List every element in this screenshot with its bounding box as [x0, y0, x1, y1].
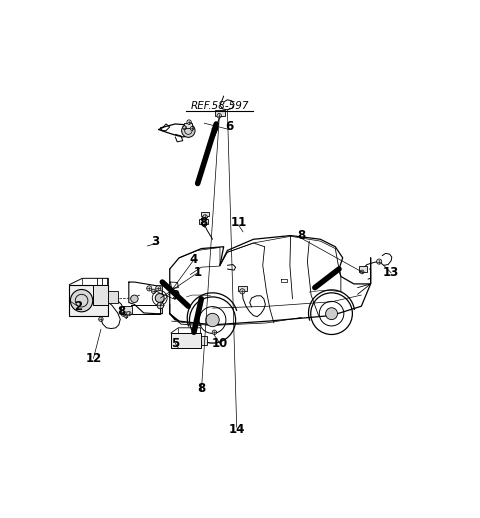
- FancyBboxPatch shape: [94, 285, 108, 305]
- FancyBboxPatch shape: [184, 123, 192, 128]
- FancyBboxPatch shape: [171, 333, 201, 348]
- Circle shape: [125, 315, 128, 318]
- FancyBboxPatch shape: [108, 291, 118, 303]
- Circle shape: [147, 286, 152, 291]
- FancyBboxPatch shape: [199, 219, 208, 224]
- Circle shape: [377, 259, 382, 264]
- Circle shape: [187, 120, 192, 124]
- Text: REF.58-597: REF.58-597: [191, 101, 249, 111]
- FancyBboxPatch shape: [359, 266, 367, 271]
- Circle shape: [155, 294, 164, 303]
- Circle shape: [203, 215, 207, 219]
- Text: 13: 13: [383, 266, 399, 279]
- Circle shape: [212, 330, 216, 335]
- FancyBboxPatch shape: [201, 211, 209, 217]
- Circle shape: [156, 286, 161, 291]
- FancyBboxPatch shape: [69, 285, 108, 316]
- Circle shape: [190, 126, 194, 130]
- Text: 4: 4: [190, 253, 198, 266]
- Text: 3: 3: [151, 235, 159, 248]
- FancyBboxPatch shape: [216, 110, 225, 116]
- Text: 1: 1: [193, 266, 202, 279]
- FancyBboxPatch shape: [201, 336, 207, 345]
- Circle shape: [325, 308, 337, 320]
- Circle shape: [202, 222, 206, 226]
- Text: 12: 12: [85, 352, 102, 365]
- Circle shape: [71, 290, 93, 312]
- Text: 9: 9: [171, 289, 180, 301]
- Text: 6: 6: [225, 120, 233, 134]
- Text: 8: 8: [298, 229, 306, 242]
- Text: 2: 2: [74, 300, 82, 313]
- Circle shape: [360, 270, 364, 274]
- Circle shape: [217, 113, 221, 118]
- Circle shape: [157, 302, 164, 309]
- Circle shape: [131, 295, 138, 303]
- Text: 10: 10: [212, 337, 228, 350]
- Circle shape: [127, 311, 131, 316]
- Text: 11: 11: [230, 216, 247, 229]
- Circle shape: [181, 124, 195, 137]
- Circle shape: [121, 312, 125, 316]
- Text: 14: 14: [228, 423, 245, 436]
- Circle shape: [99, 317, 103, 322]
- Text: 8: 8: [117, 305, 125, 318]
- Circle shape: [240, 289, 245, 294]
- Circle shape: [183, 126, 186, 130]
- Circle shape: [206, 313, 219, 327]
- Text: 8: 8: [199, 216, 207, 229]
- Text: 8: 8: [197, 382, 205, 395]
- Circle shape: [152, 289, 156, 294]
- FancyBboxPatch shape: [238, 285, 247, 291]
- FancyBboxPatch shape: [120, 306, 132, 314]
- Text: 7: 7: [210, 127, 218, 140]
- Text: 5: 5: [171, 337, 180, 350]
